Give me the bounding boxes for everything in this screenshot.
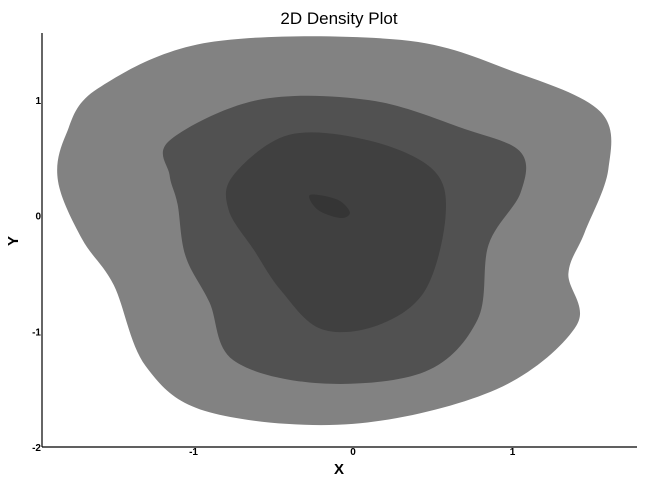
density-level-4: [309, 194, 350, 219]
density-level-3: [225, 132, 446, 333]
y-tick-label: 1: [35, 96, 41, 107]
x-tick-label: 0: [350, 447, 356, 458]
x-ticks: -1 0 1: [189, 447, 516, 458]
x-tick-label: -1: [189, 447, 198, 458]
density-levels: [57, 36, 612, 426]
y-tick-label: 0: [35, 212, 41, 223]
chart-title: 2D Density Plot: [280, 9, 397, 28]
y-tick-label: -1: [32, 327, 41, 338]
y-tick-label: -2: [32, 443, 41, 454]
x-tick-label: 1: [510, 447, 516, 458]
y-axis-label: Y: [5, 236, 22, 246]
y-ticks: -2 -1 0 1: [32, 96, 41, 454]
x-axis-label: X: [334, 461, 344, 478]
